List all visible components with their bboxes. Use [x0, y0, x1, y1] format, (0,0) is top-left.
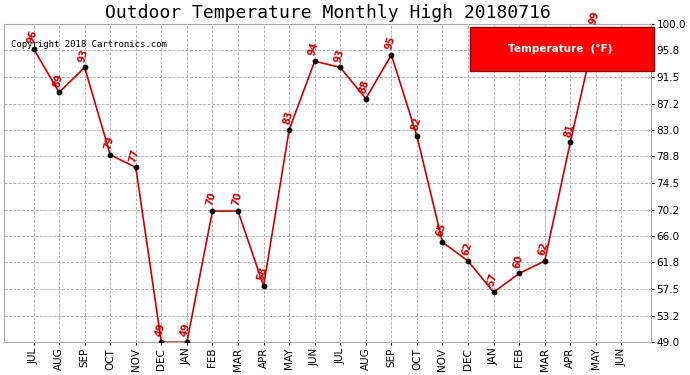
- Text: 79: 79: [103, 135, 116, 151]
- Point: [335, 64, 346, 70]
- Text: Temperature  (°F): Temperature (°F): [508, 44, 613, 54]
- Point: [233, 208, 244, 214]
- Point: [513, 270, 524, 276]
- Point: [309, 58, 320, 64]
- Text: 62: 62: [460, 241, 473, 257]
- Point: [411, 133, 422, 139]
- Point: [539, 258, 550, 264]
- Text: 62: 62: [537, 241, 550, 257]
- Text: 77: 77: [128, 147, 141, 163]
- Text: 57: 57: [486, 272, 499, 288]
- Point: [462, 258, 473, 264]
- Text: 65: 65: [435, 222, 448, 238]
- Text: 70: 70: [205, 191, 218, 207]
- Text: 94: 94: [307, 41, 320, 57]
- Point: [284, 127, 295, 133]
- Point: [616, 52, 627, 58]
- Text: 82: 82: [409, 116, 422, 132]
- Point: [488, 289, 499, 295]
- Text: 83: 83: [282, 110, 295, 126]
- Text: 96: 96: [26, 29, 39, 45]
- Point: [54, 89, 65, 95]
- Point: [437, 239, 448, 245]
- Text: Copyright 2018 Cartronics.com: Copyright 2018 Cartronics.com: [10, 40, 166, 49]
- Point: [28, 46, 39, 52]
- Text: 93: 93: [333, 48, 346, 63]
- Text: 95: 95: [384, 35, 397, 51]
- Text: 89: 89: [52, 72, 65, 88]
- Text: 95: 95: [613, 35, 627, 51]
- Text: 93: 93: [77, 48, 90, 63]
- Text: 88: 88: [358, 78, 371, 94]
- Point: [360, 96, 371, 102]
- Text: 81: 81: [562, 122, 575, 138]
- FancyBboxPatch shape: [470, 27, 654, 72]
- Point: [156, 339, 167, 345]
- Text: 99: 99: [588, 10, 601, 26]
- Text: 58: 58: [256, 266, 269, 282]
- Text: 49: 49: [154, 322, 167, 338]
- Point: [130, 164, 141, 170]
- Point: [105, 152, 116, 158]
- Point: [386, 52, 397, 58]
- Text: 60: 60: [511, 254, 524, 269]
- Point: [258, 283, 269, 289]
- Text: 70: 70: [230, 191, 244, 207]
- Point: [564, 140, 575, 146]
- Title: Outdoor Temperature Monthly High 20180716: Outdoor Temperature Monthly High 2018071…: [104, 4, 551, 22]
- Point: [79, 64, 90, 70]
- Point: [181, 339, 193, 345]
- Text: 49: 49: [179, 322, 193, 338]
- Point: [207, 208, 218, 214]
- Point: [591, 27, 602, 33]
